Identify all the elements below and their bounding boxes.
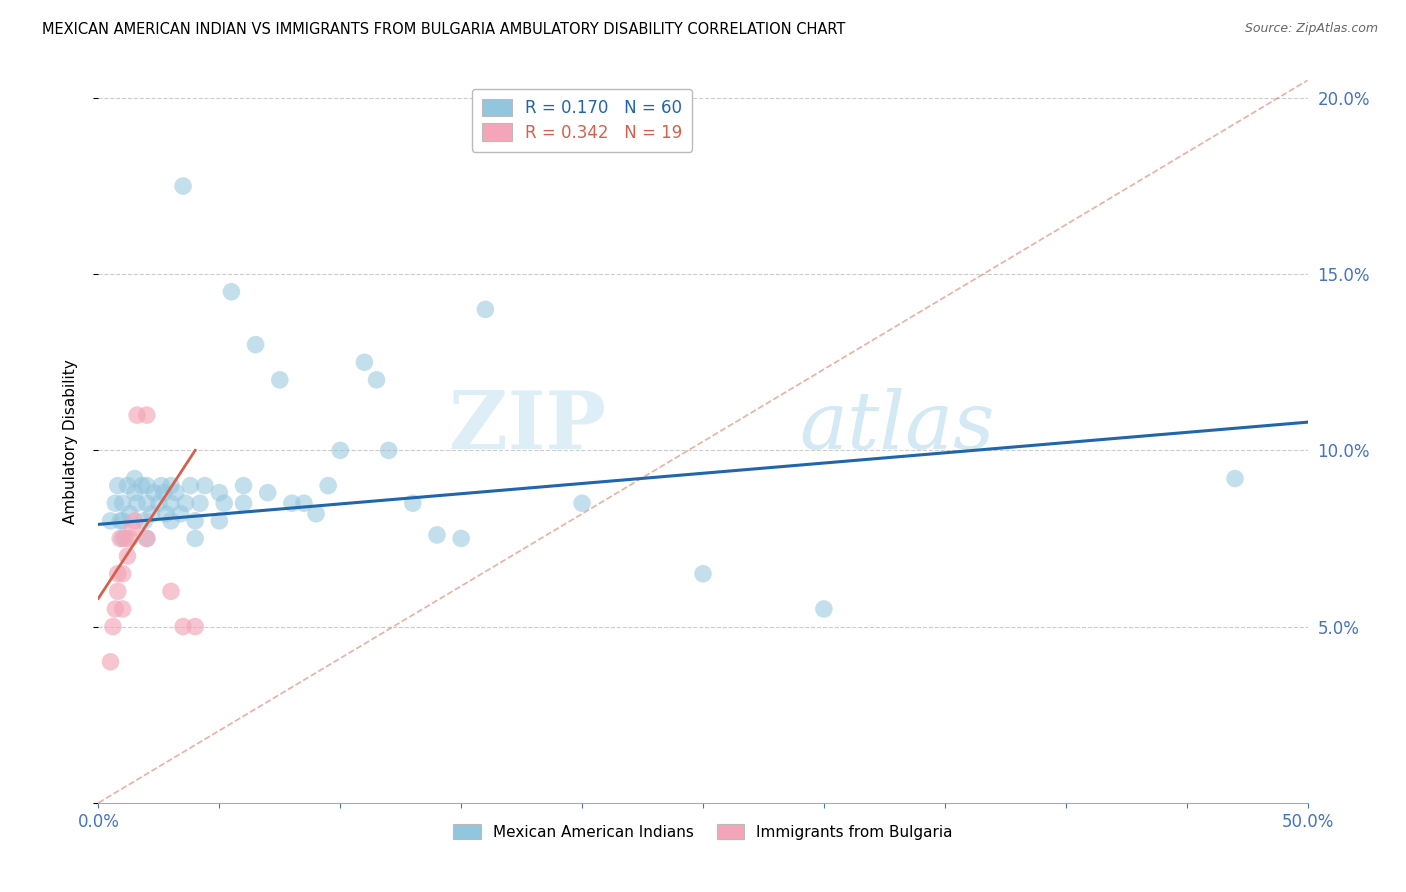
Point bbox=[172, 179, 194, 194]
Point bbox=[117, 478, 139, 492]
Point bbox=[135, 532, 157, 546]
Point bbox=[174, 496, 197, 510]
Point bbox=[127, 408, 149, 422]
Point bbox=[155, 507, 177, 521]
Point bbox=[111, 496, 134, 510]
Point bbox=[165, 485, 187, 500]
Point bbox=[111, 602, 134, 616]
Point bbox=[208, 514, 231, 528]
Point bbox=[221, 285, 243, 299]
Point bbox=[127, 496, 149, 510]
Point bbox=[117, 549, 139, 563]
Point bbox=[269, 373, 291, 387]
Point bbox=[135, 408, 157, 422]
Point bbox=[692, 566, 714, 581]
Point bbox=[160, 478, 183, 492]
Point bbox=[111, 532, 134, 546]
Point bbox=[232, 496, 254, 510]
Point bbox=[160, 496, 183, 510]
Point bbox=[281, 496, 304, 510]
Point bbox=[124, 471, 146, 485]
Point bbox=[143, 485, 166, 500]
Point bbox=[426, 528, 449, 542]
Point bbox=[150, 478, 173, 492]
Point bbox=[184, 532, 207, 546]
Point bbox=[184, 514, 207, 528]
Point bbox=[208, 485, 231, 500]
Point bbox=[366, 373, 388, 387]
Point bbox=[100, 514, 122, 528]
Point bbox=[292, 496, 315, 510]
Point bbox=[124, 514, 146, 528]
Point bbox=[141, 507, 163, 521]
Point bbox=[118, 507, 141, 521]
Point bbox=[100, 655, 122, 669]
Point bbox=[131, 478, 153, 492]
Point bbox=[245, 337, 267, 351]
Point bbox=[111, 514, 134, 528]
Point bbox=[232, 478, 254, 492]
Point bbox=[101, 619, 124, 633]
Point bbox=[179, 478, 201, 492]
Point bbox=[402, 496, 425, 510]
Point bbox=[111, 566, 134, 581]
Point bbox=[160, 514, 183, 528]
Point bbox=[813, 602, 835, 616]
Text: Source: ZipAtlas.com: Source: ZipAtlas.com bbox=[1244, 22, 1378, 36]
Point bbox=[135, 532, 157, 546]
Text: MEXICAN AMERICAN INDIAN VS IMMIGRANTS FROM BULGARIA AMBULATORY DISABILITY CORREL: MEXICAN AMERICAN INDIAN VS IMMIGRANTS FR… bbox=[42, 22, 845, 37]
Point bbox=[188, 496, 211, 510]
Point bbox=[212, 496, 235, 510]
Point bbox=[118, 532, 141, 546]
Point bbox=[474, 302, 496, 317]
Legend: Mexican American Indians, Immigrants from Bulgaria: Mexican American Indians, Immigrants fro… bbox=[447, 818, 959, 846]
Point bbox=[148, 496, 170, 510]
Point bbox=[152, 485, 174, 500]
Point bbox=[256, 485, 278, 500]
Text: atlas: atlas bbox=[800, 388, 995, 466]
Point bbox=[450, 532, 472, 546]
Point bbox=[135, 496, 157, 510]
Point bbox=[160, 584, 183, 599]
Point bbox=[194, 478, 217, 492]
Text: ZIP: ZIP bbox=[450, 388, 606, 467]
Point bbox=[353, 355, 375, 369]
Point bbox=[104, 602, 127, 616]
Point bbox=[134, 514, 156, 528]
Point bbox=[316, 478, 339, 492]
Point bbox=[108, 532, 131, 546]
Point bbox=[135, 478, 157, 492]
Point bbox=[184, 619, 207, 633]
Point bbox=[169, 507, 191, 521]
Point bbox=[114, 532, 136, 546]
Point bbox=[108, 514, 131, 528]
Point bbox=[124, 485, 146, 500]
Point bbox=[107, 478, 129, 492]
Point bbox=[121, 521, 143, 535]
Point bbox=[305, 507, 328, 521]
Point bbox=[1223, 471, 1246, 485]
Point bbox=[107, 584, 129, 599]
Point bbox=[377, 443, 399, 458]
Y-axis label: Ambulatory Disability: Ambulatory Disability bbox=[63, 359, 77, 524]
Point bbox=[104, 496, 127, 510]
Point bbox=[172, 619, 194, 633]
Point bbox=[571, 496, 593, 510]
Point bbox=[329, 443, 352, 458]
Point bbox=[107, 566, 129, 581]
